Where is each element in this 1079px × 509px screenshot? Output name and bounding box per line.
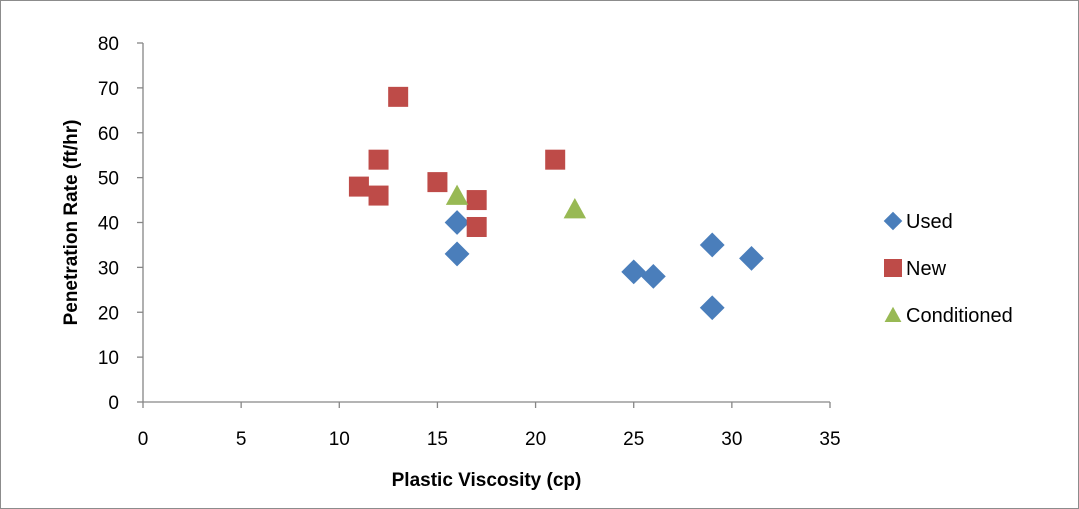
- data-point-used: [699, 295, 725, 321]
- x-tick-label: 10: [329, 429, 350, 450]
- data-points: [348, 86, 764, 321]
- x-tick-label: 25: [623, 429, 644, 450]
- axes: [137, 42, 831, 408]
- data-point-conditioned: [445, 184, 469, 205]
- y-tick-label: 50: [98, 169, 119, 190]
- x-tick-label: 35: [819, 429, 840, 450]
- series-used: [444, 210, 764, 321]
- y-tick-label: 30: [98, 258, 119, 279]
- data-point-new: [545, 149, 566, 170]
- legend-item-used: Used: [883, 211, 953, 233]
- data-point-used: [640, 263, 666, 289]
- y-tick-label: 60: [98, 124, 119, 145]
- x-tick-label: 0: [138, 429, 149, 450]
- legend-marker-conditioned: [884, 306, 902, 323]
- x-tick-label: 30: [721, 429, 742, 450]
- data-point-new: [388, 86, 409, 107]
- x-axis-title: Plastic Viscosity (cp): [392, 470, 582, 491]
- y-tick-label: 20: [98, 303, 119, 324]
- legend-label-conditioned: Conditioned: [906, 305, 1013, 327]
- data-point-conditioned: [563, 198, 587, 219]
- series-conditioned: [445, 184, 587, 219]
- legend-label-new: New: [906, 258, 947, 280]
- y-tick-label: 10: [98, 348, 119, 369]
- series-new: [348, 86, 566, 237]
- x-tick-label: 5: [236, 429, 247, 450]
- data-point-used: [739, 246, 764, 271]
- data-point-new: [466, 216, 487, 237]
- legend-item-new: New: [884, 258, 947, 280]
- data-point-new: [348, 176, 369, 197]
- data-point-new: [368, 185, 389, 206]
- legend: Used New Conditioned: [883, 211, 1013, 327]
- x-tick-label: 15: [427, 429, 448, 450]
- y-tick-label: 0: [108, 393, 119, 414]
- x-tick-label: 20: [525, 429, 546, 450]
- y-tick-label: 70: [98, 79, 119, 100]
- data-point-used: [444, 210, 470, 235]
- y-tick-label: 40: [98, 214, 119, 235]
- data-point-used: [699, 232, 725, 258]
- data-point-new: [466, 190, 487, 211]
- y-tick-label: 80: [98, 34, 119, 55]
- legend-marker-used: [883, 211, 903, 231]
- legend-label-used: Used: [906, 211, 953, 233]
- tick-labels: 0 10 20 30 40 50 60 70 80 0 5 10 15 20 25 30 35: [98, 34, 841, 450]
- data-point-new: [368, 149, 389, 170]
- data-point-new: [427, 172, 448, 193]
- data-point-used: [621, 259, 647, 285]
- y-axis-title: Penetration Rate (ft/hr): [61, 120, 82, 326]
- data-point-used: [444, 241, 470, 267]
- legend-marker-new: [884, 259, 902, 277]
- legend-item-conditioned: Conditioned: [884, 305, 1013, 327]
